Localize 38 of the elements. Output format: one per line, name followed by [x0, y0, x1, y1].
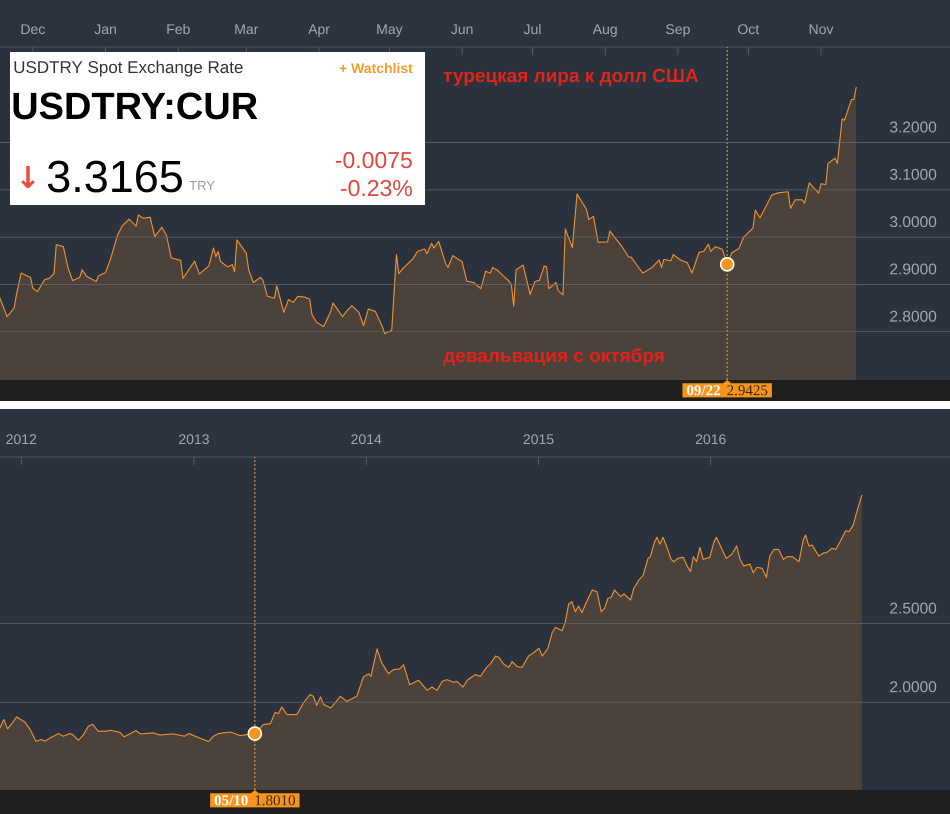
x-tick-label: Sep — [666, 24, 690, 37]
y-tick-label: 2.0000 — [890, 681, 936, 692]
y-tick-label: 2.5000 — [890, 602, 936, 614]
x-tick-label: Mar — [235, 24, 258, 34]
y-tick-label: 3.1000 — [890, 168, 936, 180]
text: USDTRY:CUR — [13, 92, 258, 120]
annotation: -0.0075 — [336, 152, 412, 168]
annotation: + Watchlist — [340, 62, 413, 74]
x-tick-label: Oct — [738, 24, 760, 34]
annotation: турецкая лира к долл США — [444, 68, 698, 86]
text: 05/10 — [214, 795, 248, 806]
x-tick-label: May — [377, 24, 403, 37]
text: 1.8010 — [256, 795, 295, 806]
annotation: ↓ — [21, 166, 35, 188]
x-tick-label: Jul — [524, 24, 540, 34]
y-tick-label: 2.9000 — [890, 263, 936, 274]
x-tick-label: 2013 — [179, 434, 209, 444]
annotation: 3.3165 — [48, 160, 182, 192]
x-tick-label: Jun — [451, 24, 472, 34]
y-tick-label: 3.2000 — [890, 122, 936, 133]
annotation: TRY — [190, 181, 215, 190]
x-tick-label: 2012 — [6, 434, 36, 444]
text: USDTRY Spot Exchange Rate — [14, 60, 243, 77]
x-tick-label: 2014 — [351, 434, 382, 444]
x-tick-label: Nov — [810, 24, 834, 34]
x-tick-label: Dec — [22, 24, 45, 34]
x-tick-label: Aug — [592, 24, 617, 37]
x-tick-label: 2016 — [696, 434, 726, 444]
text: 2.9425 — [727, 385, 768, 396]
x-tick-label: Feb — [167, 24, 190, 34]
annotation: девальвация с октября — [443, 348, 664, 366]
x-tick-label: Jan — [94, 24, 116, 34]
annotation: -0.23% — [340, 180, 412, 196]
text: 09/22 — [687, 385, 720, 396]
x-tick-label: Apr — [308, 24, 330, 37]
y-tick-label: 2.8000 — [890, 310, 936, 322]
y-tick-label: 3.0000 — [890, 216, 936, 228]
x-tick-label: 2015 — [524, 434, 554, 444]
